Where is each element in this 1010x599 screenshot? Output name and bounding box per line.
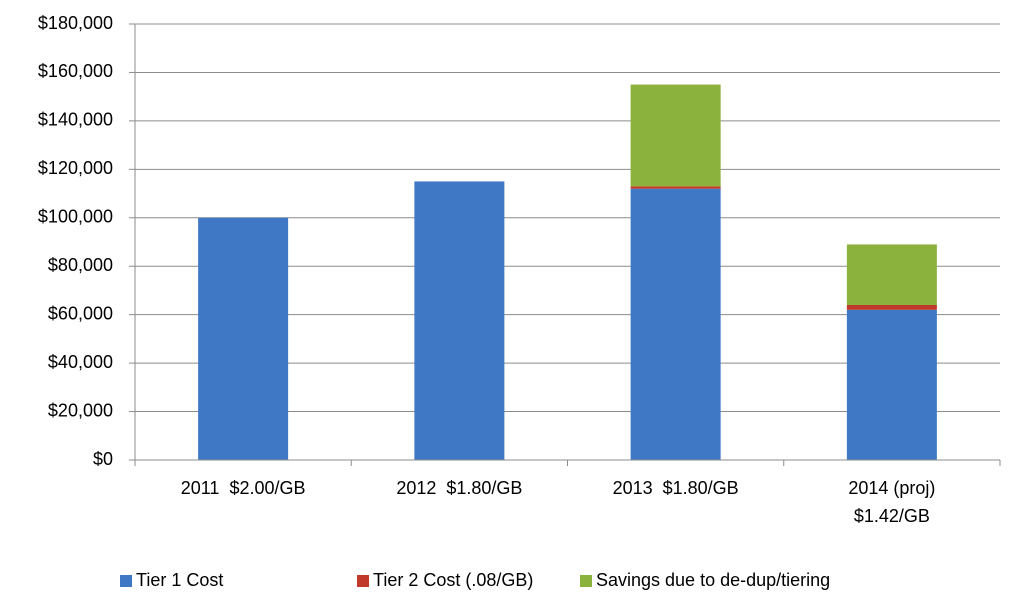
x-tick-label: 2014 (proj) $1.42/GB xyxy=(848,478,941,526)
legend-swatch xyxy=(357,575,369,587)
y-tick-label: $140,000 xyxy=(38,110,113,130)
x-tick-label: 2011 $2.00/GB xyxy=(180,478,306,498)
bar-segment xyxy=(846,244,937,305)
x-tick-label: 2013 $1.80/GB xyxy=(612,478,739,498)
y-tick-label: $160,000 xyxy=(38,61,113,81)
legend-swatch xyxy=(120,575,132,587)
y-tick-label: $60,000 xyxy=(48,303,113,323)
y-tick-label: $40,000 xyxy=(48,352,113,372)
bar-segment xyxy=(414,181,505,460)
bar-segment xyxy=(630,188,721,460)
bar-segment xyxy=(198,217,289,460)
x-tick-label: 2012 $1.80/GB xyxy=(396,478,523,498)
y-tick-label: $20,000 xyxy=(48,400,113,420)
legend-label: Tier 2 Cost (.08/GB) xyxy=(373,570,533,590)
y-tick-label: $80,000 xyxy=(48,255,113,275)
y-tick-label: $100,000 xyxy=(38,207,113,227)
y-tick-label: $0 xyxy=(93,449,113,469)
bar-segment xyxy=(630,186,721,189)
legend-label: Savings due to de-dup/tiering xyxy=(596,570,830,590)
bar-segment xyxy=(630,84,721,187)
legend-label: Tier 1 Cost xyxy=(136,570,223,590)
legend-swatch xyxy=(580,575,592,587)
bar-segment xyxy=(846,309,937,460)
y-tick-label: $180,000 xyxy=(38,13,113,33)
bar-segment xyxy=(846,304,937,310)
y-tick-label: $120,000 xyxy=(38,158,113,178)
